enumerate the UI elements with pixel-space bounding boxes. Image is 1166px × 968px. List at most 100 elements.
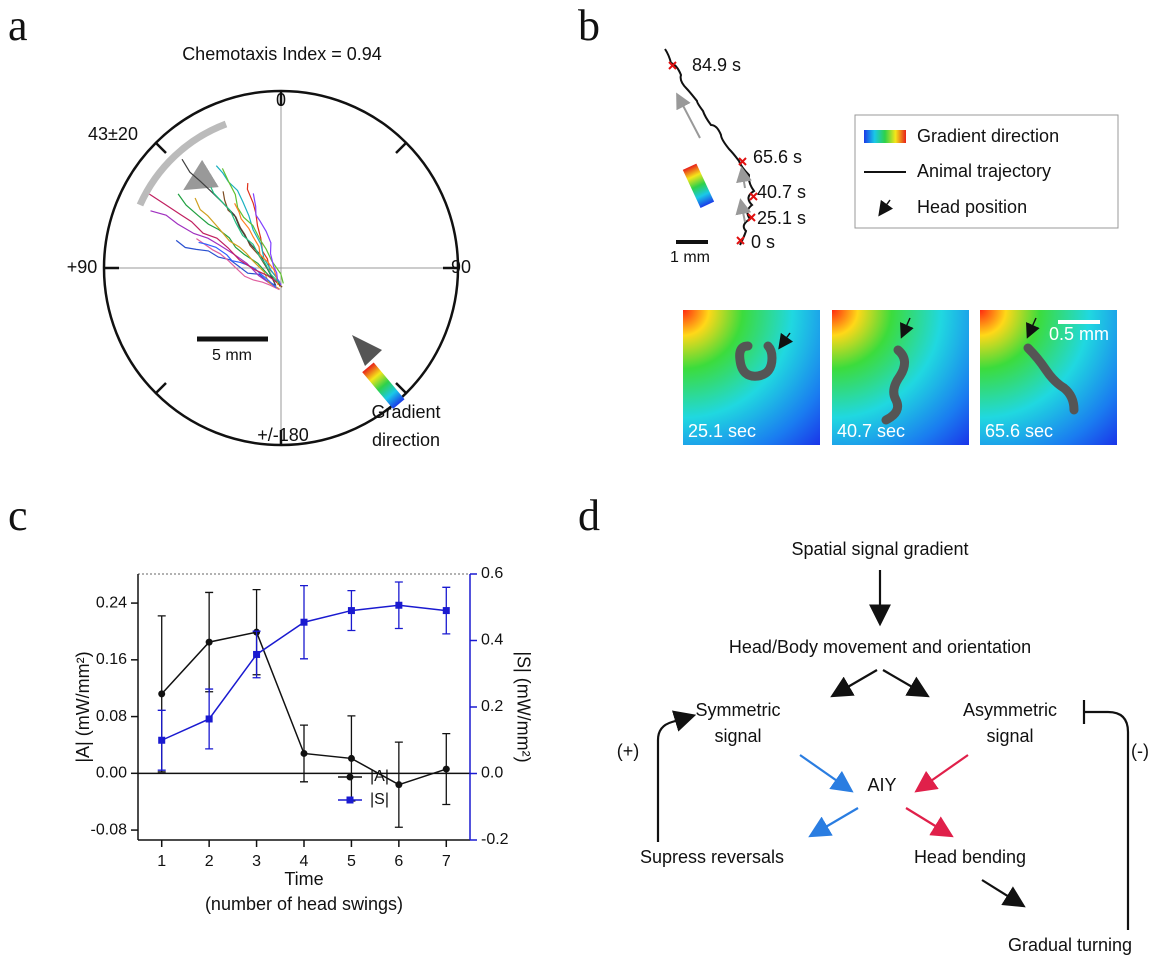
time-label: 0 s [751,232,775,252]
node: signal [986,726,1033,746]
legend-arrow [878,199,894,217]
x-tick-label: 5 [347,853,356,870]
panel-a: a Chemotaxis Index = 0.94 5 mm 0 +90 -90… [8,1,471,450]
node: Head/Body movement and orientation [729,637,1031,657]
node: Spatial signal gradient [791,539,968,559]
y2-tick-label: 0.0 [481,765,503,782]
node: signal [714,726,761,746]
angle-label: 0 [276,90,286,110]
arrows [656,570,1130,930]
panel-letter: c [8,491,28,540]
legend-marker [346,796,354,804]
marker [205,638,213,646]
x-tick-label: 1 [157,853,166,870]
node: Asymmetric [963,700,1057,720]
x-axis-label: (number of head swings) [205,894,403,914]
legend-label: Gradient direction [917,126,1059,146]
trajectories [149,158,284,291]
marker [347,607,355,615]
chart: -0.08 0.00 0.08 0.16 0.24 -0.2 0.0 0.2 0.4 0.6 1 2 3… [73,565,534,914]
gradient-bar [362,362,405,409]
node: Supress reversals [640,847,784,867]
legend-label: |A| [370,768,389,785]
panel-title: Chemotaxis Index = 0.94 [182,44,382,64]
panel-letter: a [8,1,28,50]
trajectory [149,193,278,283]
scale-label: 5 mm [212,347,252,364]
gradient-bar [682,163,715,208]
x-tick-label: 2 [205,853,214,870]
x-tick-label: 3 [252,853,261,870]
gradient-label: direction [372,430,440,450]
time-label: 84.9 s [692,55,741,75]
frame-label: 25.1 sec [688,421,756,441]
marker [300,749,308,757]
marker [300,618,308,626]
time-label: 25.1 s [757,208,806,228]
frame: 0.5 mm 65.6 sec [980,310,1117,445]
trajectory [210,187,281,284]
x-tick-label: 7 [442,853,451,870]
trajectory [198,241,277,289]
panel-b: b 1 mm 84.9 s 65.6 s 40.7 s 25.1 s 0 s G… [578,1,1119,445]
y-tick-label: 0.24 [96,594,127,611]
angle-label: +/-180 [257,425,309,445]
marker [395,781,403,789]
y2-tick-label: 0.6 [481,565,503,582]
trajectory [175,239,277,287]
node: Symmetric [696,700,781,720]
node: Gradual turning [1008,935,1132,955]
panel-d: d Spatial signal gradient Head/Body move… [578,491,1149,955]
panel-letter: b [578,1,600,50]
marker [442,607,450,615]
marker [253,650,261,658]
panel-letter: d [578,491,600,540]
x-axis-label: Time [284,869,323,889]
trajectory [252,193,282,286]
trajectory [150,210,279,289]
marker [442,765,450,773]
trajectory [215,165,281,283]
legend-label: Head position [917,197,1027,217]
y-tick-label: 0.00 [96,765,127,782]
frame-scale: 0.5 mm [1049,324,1109,344]
y-tick-label: 0.08 [96,708,127,725]
trajectory [194,197,280,290]
frame-label: 65.6 sec [985,421,1053,441]
y2-tick-label: 0.4 [481,632,503,649]
direction-arrow [676,92,701,139]
direction-arrow [736,166,752,189]
node: Head bending [914,847,1026,867]
trajectory [664,48,756,246]
sd-arc [136,120,228,207]
marker [347,754,355,762]
y-tick-label: -0.08 [91,821,128,838]
mean-angle-label: 43±20 [88,124,138,144]
frame: 40.7 sec [832,310,969,445]
legend-label: Animal trajectory [917,161,1051,181]
time-label: 40.7 s [757,182,806,202]
trajectory [234,203,279,285]
trajectory [177,193,282,286]
marker [395,601,403,609]
frame-label: 40.7 sec [837,421,905,441]
y-axis-label: |A| (mW/mm²) [73,651,93,762]
legend-label: |S| [370,791,389,808]
node: AIY [867,775,896,795]
legend-gradient [864,130,906,143]
angle-label: -90 [445,257,471,277]
marker [205,715,213,723]
angle-label: +90 [67,257,98,277]
time-label: 65.6 s [753,147,802,167]
feedback-label: (-) [1131,741,1149,761]
scale-label: 1 mm [670,249,710,266]
gradient-label: Gradient [371,402,440,422]
y2-axis-label: |S| (mW/mm²) [513,651,533,762]
feedback-label: (+) [617,741,640,761]
y2-tick-label: 0.2 [481,698,503,715]
marker [158,690,166,698]
trajectory [181,158,277,286]
legend-marker [346,773,354,781]
x-tick-label: 6 [394,853,403,870]
trajectory [221,168,284,284]
